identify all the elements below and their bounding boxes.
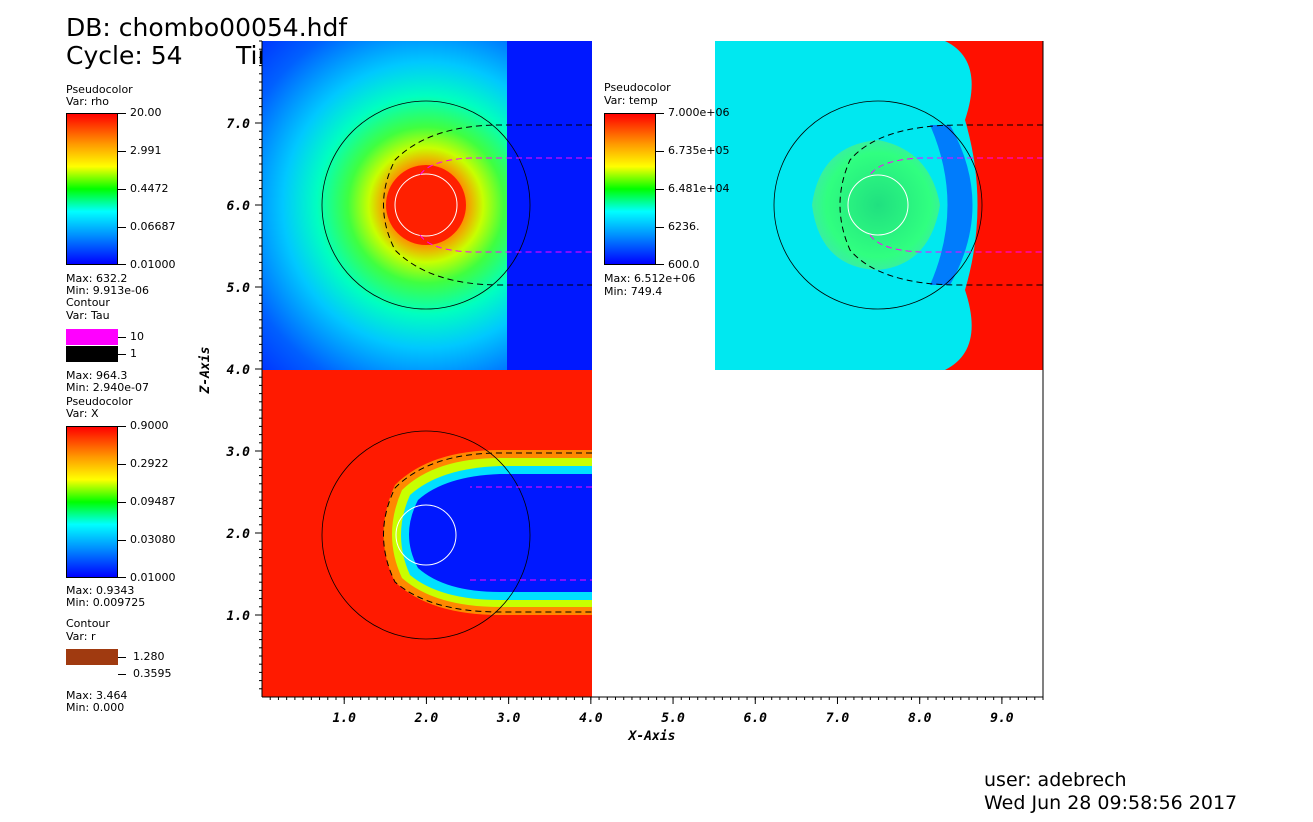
temp-tick-2: 6.735e+05 bbox=[668, 144, 730, 157]
user-label: user: adebrech bbox=[984, 769, 1127, 791]
tau-level-1: 10 bbox=[130, 330, 144, 343]
rho-min: Min: 9.913e-06 bbox=[66, 284, 149, 297]
rho-tick-5: 0.01000 bbox=[130, 258, 176, 271]
x-axis-label: X-Axis bbox=[628, 729, 676, 744]
tau-legend-plot-type: Contour bbox=[66, 296, 110, 309]
tau-min: Min: 2.940e-07 bbox=[66, 381, 149, 394]
rho-colorbar bbox=[66, 113, 118, 265]
x-tick-label: 7.0 bbox=[826, 711, 850, 726]
x-legend-var: Var: X bbox=[66, 407, 99, 420]
rho-legend-var: Var: rho bbox=[66, 95, 109, 108]
x-tick-2: 0.2922 bbox=[130, 457, 169, 470]
x-tick-1: 0.9000 bbox=[130, 419, 169, 432]
x-tick-label: 5.0 bbox=[661, 711, 685, 726]
x-tick-3: 0.09487 bbox=[130, 495, 176, 508]
x-tick-4: 0.03080 bbox=[130, 533, 176, 546]
temp-legend-var: Var: temp bbox=[604, 94, 658, 107]
tau-legend-var: Var: Tau bbox=[66, 309, 110, 322]
rho-tick-4: 0.06687 bbox=[130, 220, 176, 233]
temp-tick-3: 6.481e+04 bbox=[668, 182, 730, 195]
x-tick-label: 9.0 bbox=[990, 711, 1014, 726]
x-tick-label: 3.0 bbox=[496, 711, 521, 726]
rho-tick-1: 20.00 bbox=[130, 106, 162, 119]
axis-ticks bbox=[255, 40, 1044, 704]
x-tick-label: 8.0 bbox=[908, 711, 932, 726]
x-tick-5: 0.01000 bbox=[130, 571, 176, 584]
temp-tick-1: 7.000e+06 bbox=[668, 106, 730, 119]
tau-swatch-2 bbox=[66, 346, 118, 362]
r-swatch-1 bbox=[66, 649, 118, 665]
y-tick-label: 6.0 bbox=[227, 199, 251, 214]
y-tick-label: 7.0 bbox=[227, 117, 251, 132]
r-min: Min: 0.000 bbox=[66, 701, 125, 714]
y-tick-label: 5.0 bbox=[227, 281, 251, 296]
x-max: Max: 0.9343 bbox=[66, 584, 135, 597]
cycle-label: Cycle: 54 bbox=[66, 41, 183, 70]
temp-legend-plot-type: Pseudocolor bbox=[604, 81, 671, 94]
r-level-2: 0.3595 bbox=[133, 667, 172, 680]
temp-tick-4: 6236. bbox=[668, 220, 700, 233]
x-min: Min: 0.009725 bbox=[66, 596, 146, 609]
temp-panel bbox=[715, 41, 1043, 370]
database-label: DB: chombo00054.hdf bbox=[66, 13, 348, 42]
y-tick-label: 4.0 bbox=[227, 363, 251, 378]
y-tick-label: 2.0 bbox=[226, 527, 251, 542]
y-axis-label: Z-Axis bbox=[198, 347, 213, 395]
temp-max: Max: 6.512e+06 bbox=[604, 272, 696, 285]
axis-tick-labels: 1.0 2.0 3.0 4.0 5.0 6.0 7.0 8.0 9.0 1.0 2.0 3.0 4.0 5… bbox=[226, 117, 1014, 726]
temp-colorbar bbox=[604, 113, 656, 265]
x-tick-label: 2.0 bbox=[414, 711, 439, 726]
x-tick-label: 6.0 bbox=[744, 711, 768, 726]
temp-min: Min: 749.4 bbox=[604, 285, 663, 298]
rho-panel bbox=[262, 41, 592, 370]
x-colorbar bbox=[66, 426, 118, 578]
y-tick-label: 1.0 bbox=[227, 609, 251, 624]
tau-max: Max: 964.3 bbox=[66, 369, 128, 382]
rho-legend-plot-type: Pseudocolor bbox=[66, 83, 133, 96]
tau-swatch-1 bbox=[66, 329, 118, 345]
r-legend-plot-type: Contour bbox=[66, 617, 110, 630]
rho-max: Max: 632.2 bbox=[66, 272, 128, 285]
x-tick-label: 4.0 bbox=[579, 711, 603, 726]
rho-tick-3: 0.4472 bbox=[130, 182, 169, 195]
r-level-1: 1.280 bbox=[133, 650, 165, 663]
r-legend-var: Var: r bbox=[66, 630, 96, 643]
tau-level-2: 1 bbox=[130, 347, 137, 360]
timestamp-label: Wed Jun 28 09:58:56 2017 bbox=[984, 792, 1238, 814]
rho-tick-2: 2.991 bbox=[130, 144, 162, 157]
x-panel bbox=[262, 370, 592, 697]
r-max: Max: 3.464 bbox=[66, 689, 128, 702]
y-tick-label: 3.0 bbox=[226, 445, 251, 460]
temp-tick-5: 600.0 bbox=[668, 258, 700, 271]
x-legend-plot-type: Pseudocolor bbox=[66, 395, 133, 408]
x-tick-label: 1.0 bbox=[332, 711, 356, 726]
